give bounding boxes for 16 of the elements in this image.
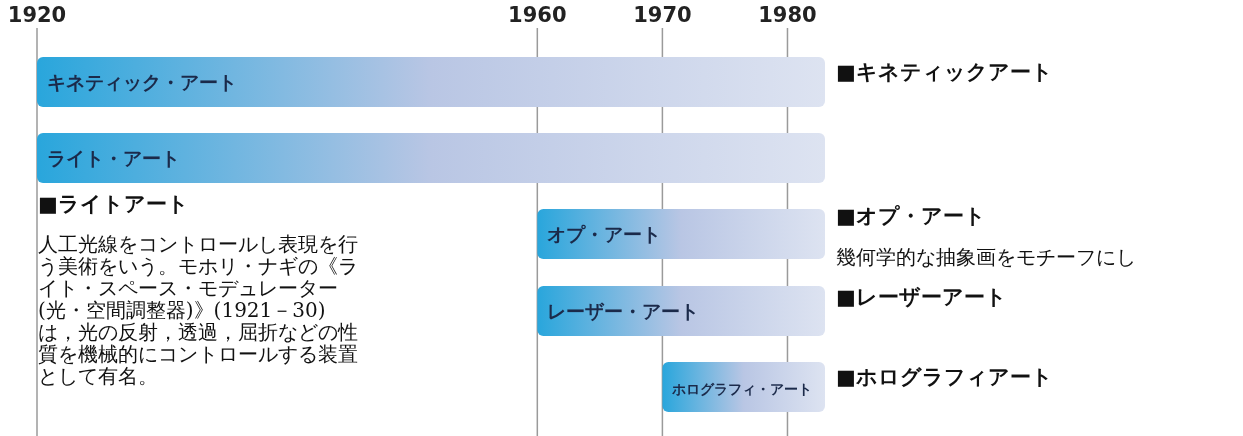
text: ■レーザーアート — [836, 284, 1007, 311]
annotation: ■ライトアート — [38, 191, 189, 218]
text: ■キネティックアート — [836, 59, 1053, 86]
y-tick-label: レーザー・アート — [547, 300, 700, 322]
x-tick-label: 1960 — [508, 3, 567, 27]
y-tick-label: ホログラフィ・アート — [671, 381, 813, 397]
x-tick-label: 1920 — [7, 3, 67, 27]
y-tick-label: キネティック・アート — [47, 71, 237, 93]
text: ■ホログラフィアート — [836, 364, 1053, 391]
y-tick-label: ライト・アート — [47, 147, 180, 169]
annotation: 人工光線をコントロールし表現を行う美術をいう。モホリ・ナギの《ライト・スペース・モデュレーター(光・空間調整器)》(1921－30) は，光の反射，透過，屈折などの性質を機械的にコントロールする装置として有名。 — [38, 232, 360, 388]
x-tick-label: 1980 — [758, 3, 817, 27]
text: ■オプ・アート — [836, 203, 986, 230]
text: 幾何学的な抽象画をモチーフにし — [836, 244, 1136, 271]
x-tick-label: 1970 — [633, 3, 692, 27]
y-tick-label: オプ・アート — [547, 223, 662, 245]
